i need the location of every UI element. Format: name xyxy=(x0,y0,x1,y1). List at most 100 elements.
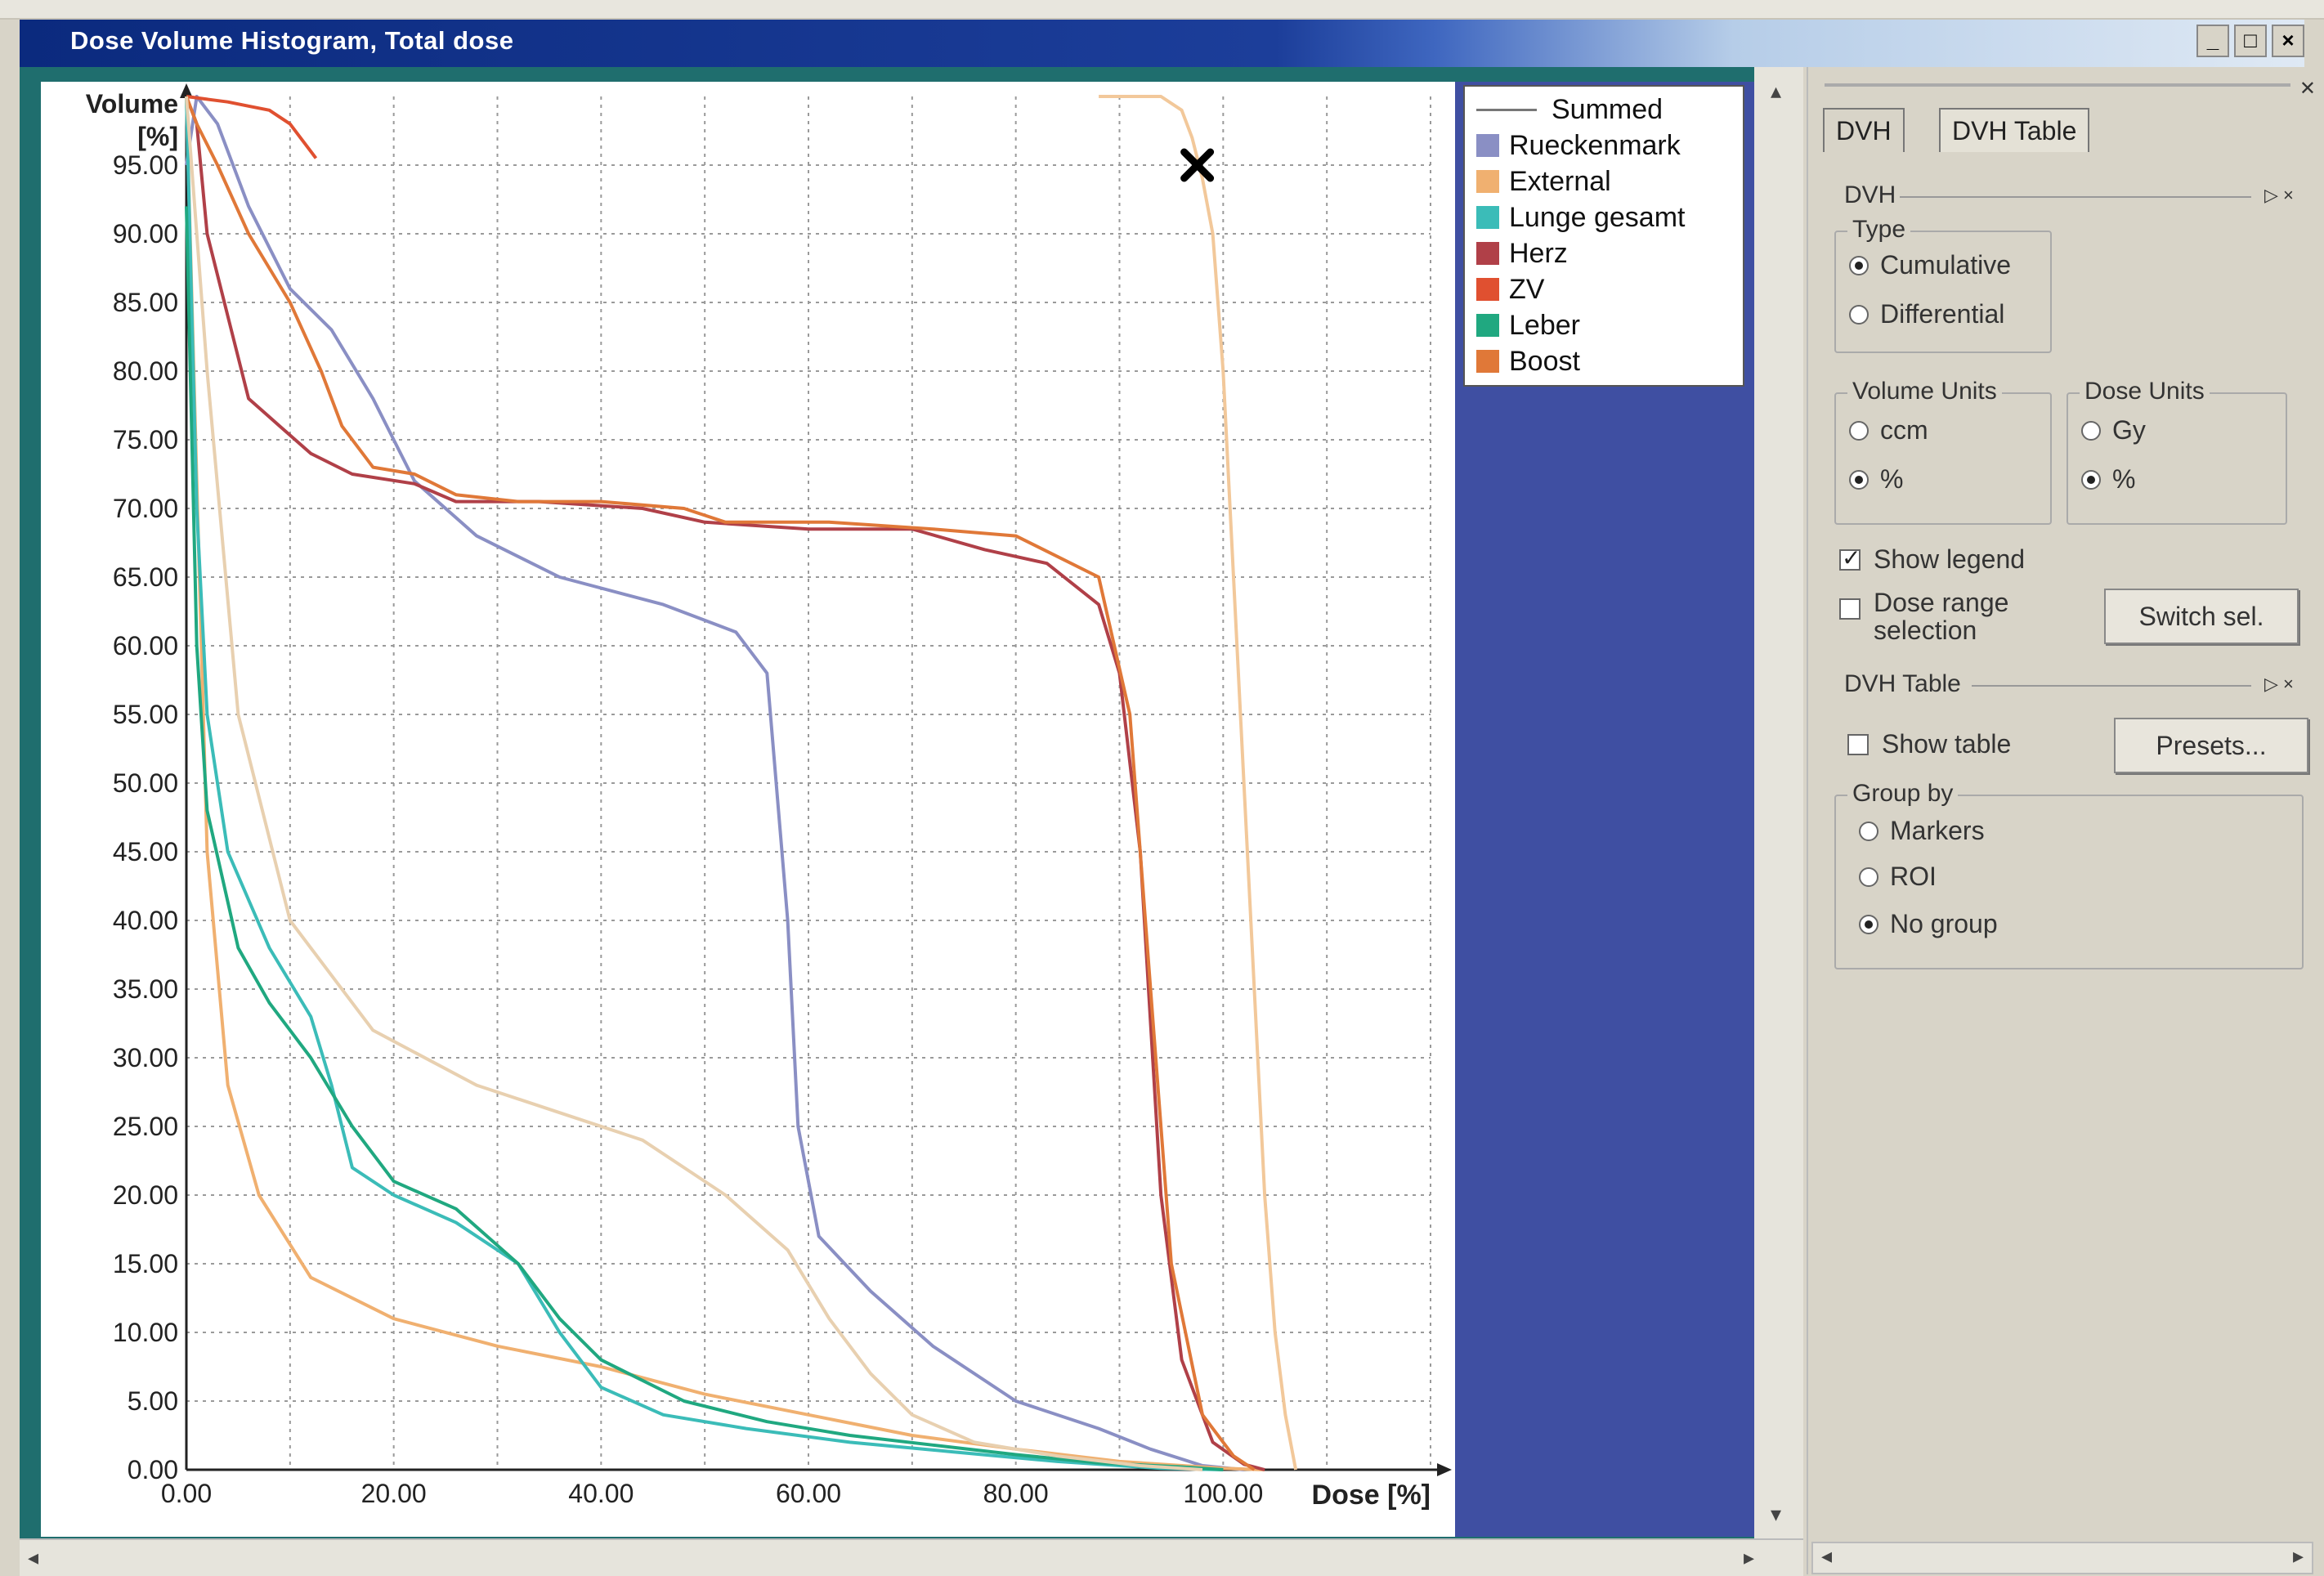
title-bar[interactable]: Dose Volume Histogram, Total dose _ □ × xyxy=(20,20,2304,67)
volume-units-group: Volume Units ccm % xyxy=(1834,378,2052,525)
dvh-section-controls[interactable]: ▷ × xyxy=(2264,185,2294,205)
dose-range-text: Dose range selection xyxy=(1874,589,2008,644)
show-legend-checkbox[interactable]: Show legend xyxy=(1839,544,2025,575)
y-tick-label: 40.00 xyxy=(113,906,178,935)
legend-item: Leber xyxy=(1476,309,1580,342)
series-line xyxy=(186,95,318,159)
legend-item: Lunge gesamt xyxy=(1476,201,1686,234)
x-tick-label: 60.00 xyxy=(776,1479,841,1508)
radio-cumulative-icon[interactable] xyxy=(1849,255,1869,275)
type-group-label: Type xyxy=(1847,216,1911,244)
x-tick-label: 40.00 xyxy=(568,1479,634,1508)
radio-no-group[interactable]: No group xyxy=(1859,909,1998,939)
close-button[interactable]: × xyxy=(2272,25,2304,57)
switch-sel-button[interactable]: Switch sel. xyxy=(2104,589,2299,644)
y-axis-arrow xyxy=(180,83,193,98)
legend-item: External xyxy=(1476,165,1611,198)
dose-marker xyxy=(1180,148,1215,182)
legend-label: Boost xyxy=(1509,345,1580,377)
group-by-group: Group by Markers ROI No group xyxy=(1834,780,2304,969)
radio-differential-icon[interactable] xyxy=(1849,304,1869,325)
legend-label: Rueckenmark xyxy=(1509,129,1681,161)
show-legend-check-icon[interactable] xyxy=(1839,544,1861,571)
scroll-up-icon[interactable]: ▴ xyxy=(1771,78,1782,103)
series-line xyxy=(185,96,1265,1471)
radio-roi-label: ROI xyxy=(1890,862,1937,891)
legend-item: Herz xyxy=(1476,237,1568,270)
tab-dvh-table[interactable]: DVH Table xyxy=(1939,108,2090,152)
dose-range-check-icon[interactable] xyxy=(1839,598,1861,620)
y-tick-label: 15.00 xyxy=(113,1249,178,1278)
show-table-checkbox[interactable]: Show table xyxy=(1847,729,2011,759)
dvh-chart[interactable]: 0.00 5.00 10.00 15.00 20.00 25.00 30.00 35.00 40… xyxy=(41,82,1455,1537)
minimize-button[interactable]: _ xyxy=(2196,25,2229,57)
radio-ccm-label: ccm xyxy=(1880,415,1928,445)
y-tick-label: 90.00 xyxy=(113,219,178,248)
legend-label: Herz xyxy=(1509,237,1568,269)
radio-no-group-icon[interactable] xyxy=(1859,914,1878,934)
y-tick-label: 60.00 xyxy=(113,631,178,660)
y-tick-label: 25.00 xyxy=(113,1112,178,1141)
radio-differential-label: Differential xyxy=(1880,299,2005,329)
type-group: Type Cumulative Differential xyxy=(1834,216,2052,353)
series-line xyxy=(1099,95,1298,1471)
radio-markers[interactable]: Markers xyxy=(1859,816,1985,846)
panel-scroll-right-icon[interactable]: ▸ xyxy=(2292,1543,2304,1568)
radio-roi[interactable]: ROI xyxy=(1859,862,1937,892)
radio-roi-icon[interactable] xyxy=(1859,866,1878,887)
legend-label-summed: Summed xyxy=(1552,93,1664,125)
panel-scroll-left-icon[interactable]: ◂ xyxy=(1821,1543,1833,1568)
radio-gy[interactable]: Gy xyxy=(2081,415,2146,445)
radio-dose-percent-icon[interactable] xyxy=(2081,469,2101,490)
legend-line-summed xyxy=(1476,108,1537,111)
maximize-button[interactable]: □ xyxy=(2234,25,2267,57)
legend-label: Leber xyxy=(1509,309,1580,341)
table-section-title: DVH Table xyxy=(1844,670,1961,697)
radio-dose-percent[interactable]: % xyxy=(2081,464,2135,495)
series-line xyxy=(185,206,1224,1471)
x-tick-label: 100.00 xyxy=(1183,1479,1263,1508)
panel-close-icon[interactable]: ✕ xyxy=(2299,78,2316,100)
vertical-scrollbar[interactable]: ▴ ▾ xyxy=(1754,67,1803,1538)
legend-swatch xyxy=(1476,170,1499,193)
series-line xyxy=(185,96,1256,1471)
radio-volume-percent[interactable]: % xyxy=(1849,464,1903,495)
radio-markers-label: Markers xyxy=(1890,816,1985,845)
legend-swatch xyxy=(1476,278,1499,301)
legend-item-summed: Summed xyxy=(1476,93,1663,126)
legend-item: Rueckenmark xyxy=(1476,129,1681,162)
horizontal-scrollbar[interactable]: ◂ ▸ xyxy=(20,1538,1803,1576)
dvh-section-title: DVH xyxy=(1844,181,1896,208)
series-line xyxy=(185,96,1224,1471)
dose-range-checkbox[interactable]: Dose range selection xyxy=(1839,589,2008,644)
scroll-right-icon[interactable]: ▸ xyxy=(1743,1545,1754,1569)
group-by-label: Group by xyxy=(1847,780,1959,808)
radio-differential[interactable]: Differential xyxy=(1849,299,2004,329)
table-section-controls[interactable]: ▷ × xyxy=(2264,674,2294,694)
dose-range-label-2: selection xyxy=(1874,616,1977,645)
radio-cumulative[interactable]: Cumulative xyxy=(1849,250,2011,280)
panel-horizontal-scrollbar[interactable]: ◂ ▸ xyxy=(1811,1542,2313,1574)
radio-ccm-icon[interactable] xyxy=(1849,420,1869,441)
radio-gy-icon[interactable] xyxy=(2081,420,2101,441)
volume-units-label: Volume Units xyxy=(1847,378,2002,405)
y-tick-label: 95.00 xyxy=(113,150,178,180)
legend-item: Boost xyxy=(1476,345,1580,378)
radio-volume-percent-icon[interactable] xyxy=(1849,469,1869,490)
radio-ccm[interactable]: ccm xyxy=(1849,415,1928,445)
show-table-check-icon[interactable] xyxy=(1847,733,1869,755)
y-tick-label: 85.00 xyxy=(113,288,178,317)
y-tick-label: 70.00 xyxy=(113,494,178,523)
presets-button[interactable]: Presets... xyxy=(2114,718,2308,773)
legend-label: Lunge gesamt xyxy=(1509,201,1686,233)
radio-gy-label: Gy xyxy=(2112,415,2146,445)
scroll-left-icon[interactable]: ◂ xyxy=(28,1545,39,1569)
radio-markers-icon[interactable] xyxy=(1859,821,1878,841)
show-legend-label: Show legend xyxy=(1874,544,2026,574)
y-tick-label: 5.00 xyxy=(128,1386,178,1416)
tab-dvh[interactable]: DVH xyxy=(1823,108,1905,152)
y-tick-label: 75.00 xyxy=(113,425,178,454)
scroll-down-icon[interactable]: ▾ xyxy=(1771,1502,1782,1526)
y-tick-label: 45.00 xyxy=(113,837,178,866)
